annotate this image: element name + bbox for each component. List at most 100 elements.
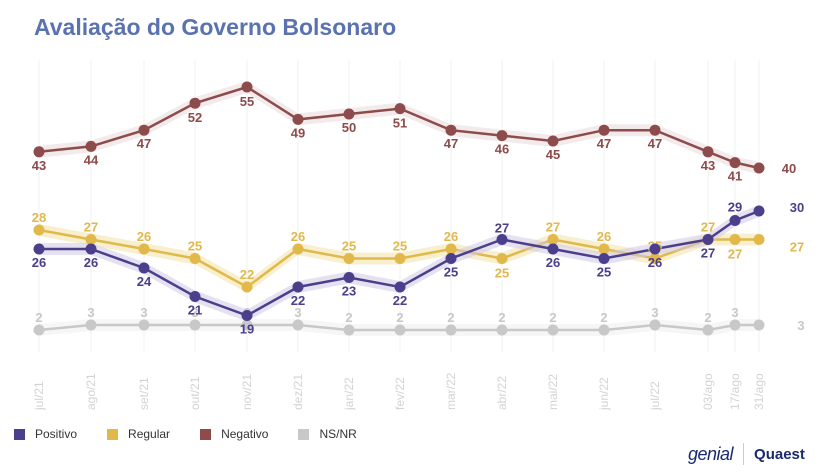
legend-label-negativo: Negativo: [221, 427, 269, 441]
data-point: [445, 124, 457, 136]
data-label: 25: [597, 265, 611, 280]
x-tick-label: abr/22: [495, 376, 509, 410]
data-point: [753, 205, 765, 217]
data-label: 2: [345, 310, 352, 325]
legend: Positivo Regular Negativo NS/NR: [14, 427, 387, 441]
data-label: 24: [137, 274, 152, 289]
series-line-negativo: [38, 85, 760, 170]
data-point: [702, 146, 714, 158]
data-label: 45: [546, 147, 560, 162]
series-line-nsnr: [38, 323, 759, 332]
data-point: [547, 324, 559, 336]
data-label: 3: [191, 305, 198, 320]
data-label: 3: [651, 305, 658, 320]
data-point: [702, 234, 714, 245]
data-point: [343, 253, 355, 264]
data-label: 52: [188, 110, 202, 125]
data-label: 2: [704, 310, 711, 325]
data-point: [189, 291, 201, 302]
data-point: [649, 319, 661, 331]
legend-item-nsnr: NS/NR: [298, 427, 357, 441]
x-tick-label: out/21: [188, 376, 202, 410]
data-point: [547, 243, 559, 255]
chart-title: Avaliação do Governo Bolsonaro: [34, 14, 397, 40]
data-point: [394, 324, 406, 336]
x-tick-label: mai/22: [546, 374, 560, 410]
data-label: 50: [342, 120, 356, 135]
data-point: [292, 113, 304, 125]
data-label: 49: [291, 125, 305, 140]
x-tick-label: 17/ago: [728, 373, 742, 410]
data-point: [729, 319, 741, 331]
quaest-logo: Quaest: [754, 445, 805, 463]
data-point: [85, 243, 97, 255]
logo-separator: [743, 443, 745, 465]
data-label: 3: [294, 305, 301, 320]
data-label: 27: [546, 220, 560, 235]
data-point: [343, 272, 355, 283]
series-line-positivo: [39, 209, 760, 317]
data-point: [729, 234, 741, 245]
data-label: 30: [790, 200, 804, 215]
x-tick-label: dez/21: [291, 374, 305, 410]
data-point: [496, 130, 508, 142]
data-point: [241, 81, 253, 93]
legend-swatch-negativo: [200, 428, 212, 440]
data-point: [547, 135, 559, 147]
data-point: [85, 319, 97, 331]
data-point: [649, 243, 661, 255]
data-point: [598, 243, 610, 255]
data-label: 29: [728, 200, 742, 215]
data-label: 46: [495, 142, 509, 157]
data-label: 55: [240, 94, 254, 109]
data-point: [729, 157, 741, 169]
data-label: 27: [84, 220, 98, 235]
data-point: [33, 224, 45, 236]
legend-label-nsnr: NS/NR: [319, 427, 357, 441]
data-label: 25: [495, 266, 509, 281]
data-point: [496, 253, 508, 264]
data-label: 27: [701, 246, 715, 261]
data-label: 27: [495, 221, 509, 236]
x-tick-label: set/21: [137, 377, 151, 410]
data-label: 3: [87, 305, 94, 320]
data-point: [138, 262, 150, 274]
x-tick-label: 03/ago: [701, 373, 715, 410]
data-label: 27: [728, 247, 742, 262]
data-label: 2: [600, 310, 607, 325]
data-label: 25: [342, 239, 356, 254]
data-point: [241, 281, 253, 293]
data-label: 40: [782, 161, 796, 176]
x-tick-label: nov/21: [240, 374, 254, 410]
data-label: 44: [84, 152, 99, 167]
data-point: [189, 319, 201, 331]
data-point: [702, 324, 714, 336]
data-point: [138, 124, 150, 136]
data-point: [394, 281, 406, 293]
data-point: [445, 324, 457, 336]
x-tick-label: jun/22: [597, 377, 611, 411]
data-label: 22: [240, 267, 254, 282]
data-label: 27: [701, 220, 715, 235]
data-label: 3: [140, 305, 147, 320]
data-label: 26: [32, 255, 46, 270]
x-tick-label: mar/22: [444, 372, 458, 410]
data-label: 22: [393, 293, 407, 308]
data-label: 26: [291, 229, 305, 244]
data-label: 22: [291, 293, 305, 308]
data-point: [496, 234, 508, 245]
x-tick-label: ago/21: [84, 373, 98, 410]
data-point: [189, 253, 201, 264]
data-point: [241, 319, 253, 331]
data-point: [547, 234, 559, 245]
data-point: [496, 324, 508, 336]
data-label: 47: [137, 136, 151, 151]
data-label: 26: [648, 255, 662, 270]
x-tick-label: 31/ago: [752, 373, 766, 410]
data-point: [649, 124, 661, 136]
legend-item-positivo: Positivo: [14, 427, 77, 441]
data-point: [138, 319, 150, 331]
data-label: 51: [393, 116, 407, 131]
x-tick-label: jul/21: [32, 381, 46, 411]
